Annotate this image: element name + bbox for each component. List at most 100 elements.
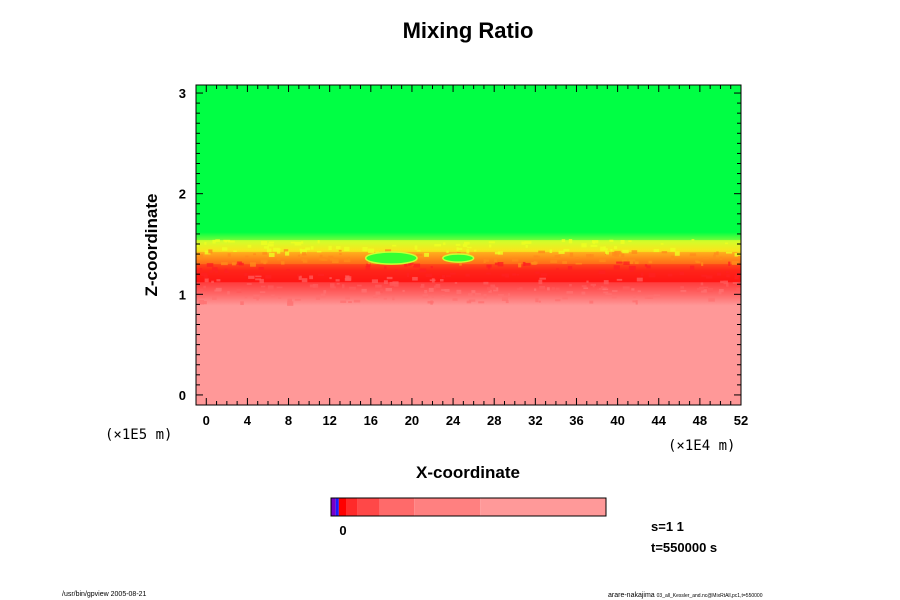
speckle <box>345 275 350 280</box>
speckle <box>343 259 351 263</box>
speckle <box>255 278 262 281</box>
speckle <box>558 250 565 254</box>
speckle <box>635 300 638 305</box>
speckle <box>667 273 673 277</box>
speckle <box>462 243 468 248</box>
speckle <box>445 275 451 277</box>
speckle <box>212 267 218 271</box>
speckle <box>294 298 301 301</box>
x-tick-label: 32 <box>528 413 542 428</box>
speckle <box>261 241 268 246</box>
x-tick-label: 44 <box>652 413 667 428</box>
speckle <box>434 285 437 290</box>
speckle <box>412 276 418 281</box>
speckle <box>298 275 302 280</box>
speckle <box>236 289 242 294</box>
speckle <box>581 243 587 248</box>
speckle <box>621 253 625 258</box>
green-intrusion-0 <box>364 251 418 265</box>
speckle <box>253 294 260 299</box>
speckle <box>317 273 325 276</box>
speckle <box>466 249 470 254</box>
speckle <box>497 251 503 255</box>
region-band-1 <box>196 264 741 283</box>
speckle <box>276 250 281 254</box>
x-scale-label: (×1E4 m) <box>668 438 735 454</box>
colorbar-segment-1 <box>335 498 339 516</box>
speckle <box>277 248 281 251</box>
speckle <box>631 288 635 291</box>
speckle <box>468 293 473 297</box>
speckle <box>589 300 594 304</box>
speckle <box>556 268 559 270</box>
speckle <box>300 249 307 254</box>
speckle <box>268 252 275 257</box>
speckle <box>353 287 356 291</box>
speckle <box>632 300 637 303</box>
speckle <box>441 289 446 291</box>
speckle <box>689 253 697 257</box>
speckle <box>653 294 661 298</box>
speckle <box>349 286 356 290</box>
speckle <box>728 261 731 266</box>
speckle <box>463 241 470 245</box>
speckle <box>258 267 264 270</box>
speckle <box>590 283 597 286</box>
speckle <box>525 244 528 248</box>
speckle <box>679 271 684 276</box>
speckle <box>224 268 228 272</box>
y-tick-label: 3 <box>179 86 186 101</box>
speckle <box>726 274 730 278</box>
region-band-4 <box>196 85 741 240</box>
speckle <box>260 259 268 263</box>
speckle <box>206 263 214 267</box>
speckle <box>538 250 545 254</box>
speckle <box>320 293 326 298</box>
speckle <box>717 273 721 276</box>
speckle <box>621 259 627 263</box>
speckle <box>603 246 606 251</box>
speckle <box>392 295 395 301</box>
speckle <box>297 254 300 257</box>
speckle <box>203 274 208 279</box>
speckle <box>428 287 434 292</box>
speckle <box>309 275 314 280</box>
speckle <box>534 261 538 265</box>
speckle <box>267 285 274 290</box>
colorbar-segment-7 <box>480 498 606 516</box>
speckle <box>441 295 445 298</box>
speckle <box>719 256 723 260</box>
speckle <box>237 261 242 265</box>
speckle <box>384 266 387 270</box>
speckle <box>626 260 633 264</box>
speckle <box>375 291 381 296</box>
speckle <box>680 286 685 290</box>
speckle <box>612 290 618 292</box>
speckle <box>726 282 729 287</box>
speckle <box>459 262 462 266</box>
chart-title: Mixing Ratio <box>403 18 534 43</box>
plot-area <box>196 85 741 405</box>
speckle <box>614 253 619 257</box>
speckle <box>616 278 623 281</box>
speckle <box>628 259 636 262</box>
speckle <box>319 257 326 261</box>
speckle <box>294 241 302 246</box>
speckle <box>414 245 418 250</box>
speckle <box>586 280 589 283</box>
speckle <box>563 248 570 252</box>
speckle <box>440 279 444 282</box>
speckle <box>203 301 207 305</box>
speckle <box>596 288 603 291</box>
speckle <box>344 246 350 252</box>
speckle <box>568 239 573 244</box>
x-tick-label: 0 <box>203 413 210 428</box>
speckle <box>566 291 574 294</box>
speckle <box>505 273 510 278</box>
footer-right: arare-nakajima 03_all_Kessler_and.nc@Mix… <box>608 592 763 599</box>
speckle <box>259 291 266 294</box>
speckle <box>598 270 606 275</box>
speckle <box>224 271 229 273</box>
speckle <box>689 265 695 271</box>
speckle <box>395 269 398 272</box>
